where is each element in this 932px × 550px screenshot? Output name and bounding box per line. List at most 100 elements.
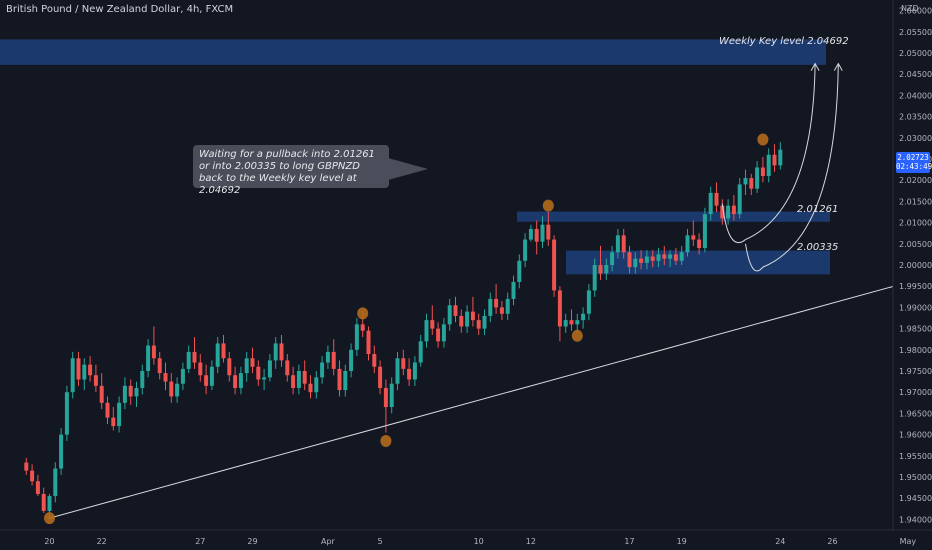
price-tick-label: 2.06000 <box>899 7 932 16</box>
candle <box>441 318 446 348</box>
candle-body <box>82 364 87 380</box>
price-tick-label: 1.97500 <box>899 367 932 376</box>
candle-body <box>372 354 377 367</box>
candle <box>35 474 40 497</box>
candle-body <box>366 330 371 355</box>
swing-marker[interactable] <box>542 199 554 212</box>
candle <box>250 347 255 374</box>
candle <box>459 309 464 333</box>
candle <box>244 351 249 382</box>
level-zone-2[interactable] <box>566 250 830 275</box>
swing-marker[interactable] <box>357 307 369 320</box>
level-1-label: 2.01261 <box>797 204 839 215</box>
candle-body <box>163 373 168 382</box>
candle-body <box>633 258 638 268</box>
candle-body <box>621 235 626 253</box>
candle-body <box>76 358 81 380</box>
candle <box>731 195 736 221</box>
candle-body <box>169 381 174 397</box>
projection-path[interactable] <box>745 63 839 272</box>
candle-body <box>615 235 620 253</box>
candle-body <box>476 320 481 329</box>
time-axis[interactable] <box>0 530 932 550</box>
time-tick-label: 10 <box>474 537 484 546</box>
candle <box>673 248 678 265</box>
candle-body <box>749 178 754 189</box>
price-tick-label: 1.96000 <box>899 431 932 440</box>
candle-body <box>146 345 151 371</box>
candle-body <box>354 324 359 350</box>
candle-body <box>598 265 603 274</box>
candle <box>389 377 394 414</box>
symbol-title[interactable]: British Pound / New Zealand Dollar, 4h, … <box>6 4 234 15</box>
candle-body <box>517 260 522 282</box>
candle-body <box>117 402 122 427</box>
candle-body <box>204 375 209 386</box>
time-tick-label: 12 <box>526 537 536 546</box>
callout-note[interactable]: Waiting for a pullback into 2.01261 or i… <box>193 145 389 196</box>
time-tick-label: 27 <box>195 537 205 546</box>
candle-body <box>35 481 40 494</box>
candle <box>88 356 93 382</box>
level-zones <box>0 39 830 275</box>
time-tick-label: 24 <box>775 537 785 546</box>
candle-body <box>418 341 423 363</box>
candle-body <box>175 383 180 397</box>
price-axis[interactable] <box>893 0 932 530</box>
candle <box>378 360 383 395</box>
projection-path[interactable] <box>721 63 816 244</box>
candle <box>470 296 475 327</box>
candle-body <box>505 298 510 314</box>
candle-body <box>557 290 562 327</box>
candle <box>70 351 75 399</box>
candle <box>598 245 603 280</box>
candle-body <box>59 434 64 469</box>
candle-body <box>256 366 261 380</box>
candle <box>343 364 348 397</box>
candle-body <box>679 252 684 261</box>
swing-marker[interactable] <box>44 512 55 525</box>
projection-arrowhead <box>810 62 820 71</box>
candle <box>349 343 354 378</box>
candle-body <box>151 345 156 359</box>
candle-body <box>447 305 452 325</box>
candle <box>146 339 151 378</box>
candle-body <box>343 371 348 391</box>
candle <box>111 407 116 431</box>
swing-markers[interactable] <box>44 133 769 525</box>
level-zone-0[interactable] <box>0 39 826 65</box>
swing-marker[interactable] <box>757 133 769 146</box>
candle <box>621 228 626 259</box>
candle-body <box>47 496 52 511</box>
trendline[interactable] <box>49 243 932 519</box>
time-tick-label: 19 <box>677 537 687 546</box>
candle <box>285 354 290 382</box>
candle <box>407 358 412 386</box>
candle-body <box>697 239 702 249</box>
candle-body <box>209 366 214 386</box>
candle <box>581 307 586 329</box>
candle-body <box>743 178 748 185</box>
level-zone-1[interactable] <box>517 211 830 222</box>
candle-body <box>726 205 731 219</box>
candle <box>627 245 632 274</box>
price-tick-label: 1.94500 <box>899 494 932 503</box>
candle-body <box>221 343 226 359</box>
swing-marker[interactable] <box>380 434 392 447</box>
swing-marker[interactable] <box>571 329 583 342</box>
candle <box>436 322 441 348</box>
candle <box>238 366 243 395</box>
candle-body <box>320 362 325 378</box>
projection-arrows[interactable] <box>721 62 843 272</box>
candle <box>99 373 104 410</box>
candle <box>395 351 400 391</box>
candle <box>772 144 777 172</box>
price-tick-label: 2.02000 <box>899 176 932 185</box>
price-tick-label: 1.95500 <box>899 452 932 461</box>
trendline-group[interactable] <box>49 241 932 519</box>
last-price-value: 2.02723 <box>897 153 929 162</box>
candle-body <box>128 385 133 397</box>
